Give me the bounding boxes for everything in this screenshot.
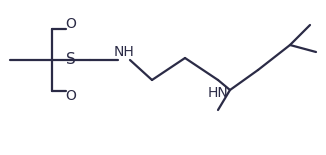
Text: O: O <box>66 89 76 103</box>
Text: NH: NH <box>114 45 134 59</box>
Text: S: S <box>66 53 76 67</box>
Text: HN: HN <box>208 86 229 100</box>
Text: O: O <box>66 17 76 31</box>
